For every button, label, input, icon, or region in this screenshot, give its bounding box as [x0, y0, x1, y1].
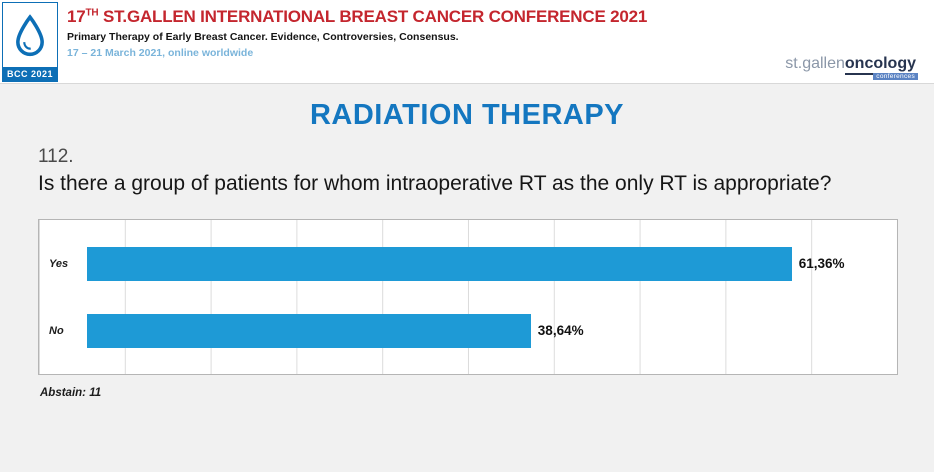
chart-row-yes: Yes 61,36% [39, 230, 897, 297]
bar-area: 38,64% [87, 313, 897, 348]
category-label: Yes [49, 257, 69, 270]
bar-yes [87, 246, 792, 281]
poll-results-bar-chart: Yes 61,36% No 38,64% [38, 219, 898, 376]
conference-subtitle: Primary Therapy of Early Breast Cancer. … [67, 31, 459, 43]
chart-row-no: No 38,64% [39, 297, 897, 364]
conference-dates: 17 – 21 March 2021, online worldwide [67, 47, 254, 59]
logo-badge-text: BCC 2021 [3, 67, 57, 81]
bar-value-label: 61,36% [798, 256, 845, 272]
stgallen-oncology-logo: st.gallenoncology conferences [785, 55, 918, 80]
brand-conferences-tag: conferences [873, 73, 918, 80]
bar-value-label: 38,64% [537, 323, 584, 339]
title-number: 17 [67, 7, 86, 26]
brand-stgallen: st.gallen [785, 55, 845, 72]
section-title: RADIATION THERAPY [309, 99, 625, 131]
bar-no [87, 313, 531, 348]
abstain-note: Abstain: 11 [40, 387, 102, 400]
question-number: 112. [38, 146, 74, 167]
title-rest: ST.GALLEN INTERNATIONAL BREAST CANCER CO… [98, 7, 648, 26]
droplet-icon [3, 3, 57, 67]
question-text: Is there a group of patients for whom in… [38, 172, 832, 195]
question-block: 112. Is there a group of patients for wh… [38, 146, 894, 197]
title-superscript: TH [85, 7, 99, 19]
brand-oncology: oncology [844, 55, 916, 75]
bar-area: 61,36% [87, 246, 897, 281]
category-label: No [49, 324, 64, 337]
conference-titles: 17TH ST.GALLEN INTERNATIONAL BREAST CANC… [67, 0, 647, 59]
bcc-2021-logo: BCC 2021 [2, 2, 58, 82]
conference-title: 17TH ST.GALLEN INTERNATIONAL BREAST CANC… [67, 7, 647, 27]
conference-header: BCC 2021 17TH ST.GALLEN INTERNATIONAL BR… [0, 0, 934, 84]
